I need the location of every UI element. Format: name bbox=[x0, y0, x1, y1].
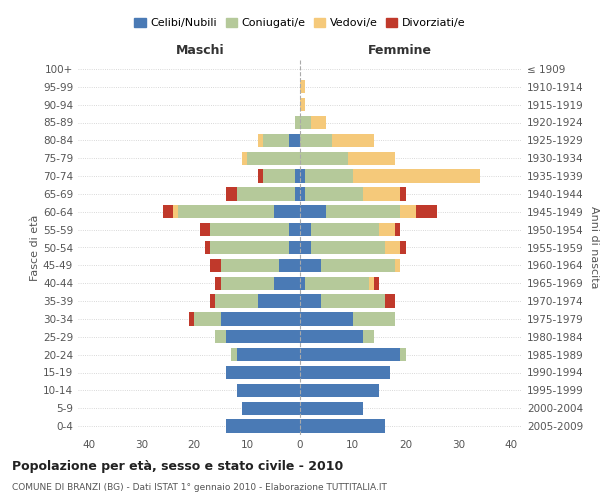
Bar bbox=[300, 223, 311, 236]
Bar bbox=[289, 223, 300, 236]
Bar bbox=[242, 152, 247, 165]
Bar bbox=[200, 223, 210, 236]
Bar bbox=[300, 366, 390, 379]
Bar bbox=[163, 205, 173, 218]
Bar bbox=[221, 276, 274, 290]
Bar bbox=[395, 223, 400, 236]
Bar bbox=[289, 241, 300, 254]
Bar bbox=[400, 348, 406, 362]
Bar bbox=[385, 294, 395, 308]
Bar bbox=[221, 312, 300, 326]
Bar bbox=[300, 152, 347, 165]
Bar bbox=[364, 187, 400, 200]
Bar bbox=[369, 276, 374, 290]
Legend: Celibi/Nubili, Coniugati/e, Vedovi/e, Divorziati/e: Celibi/Nubili, Coniugati/e, Vedovi/e, Di… bbox=[130, 13, 470, 32]
Bar bbox=[321, 294, 385, 308]
Bar bbox=[400, 205, 416, 218]
Bar bbox=[321, 258, 395, 272]
Text: Maschi: Maschi bbox=[176, 44, 224, 58]
Bar bbox=[311, 241, 385, 254]
Text: COMUNE DI BRANZI (BG) - Dati ISTAT 1° gennaio 2010 - Elaborazione TUTTITALIA.IT: COMUNE DI BRANZI (BG) - Dati ISTAT 1° ge… bbox=[12, 482, 387, 492]
Bar bbox=[289, 134, 300, 147]
Text: Popolazione per età, sesso e stato civile - 2010: Popolazione per età, sesso e stato civil… bbox=[12, 460, 343, 473]
Bar bbox=[300, 402, 364, 415]
Bar bbox=[300, 330, 364, 344]
Bar bbox=[300, 116, 311, 129]
Bar bbox=[210, 258, 221, 272]
Bar bbox=[379, 223, 395, 236]
Bar bbox=[416, 205, 437, 218]
Bar bbox=[258, 170, 263, 183]
Bar bbox=[300, 205, 326, 218]
Bar bbox=[300, 134, 332, 147]
Bar bbox=[226, 366, 300, 379]
Bar bbox=[385, 241, 400, 254]
Bar bbox=[300, 384, 379, 397]
Bar bbox=[210, 241, 289, 254]
Bar bbox=[210, 294, 215, 308]
Bar bbox=[226, 330, 300, 344]
Bar bbox=[236, 187, 295, 200]
Bar bbox=[189, 312, 194, 326]
Bar bbox=[205, 241, 210, 254]
Bar bbox=[300, 420, 385, 433]
Bar bbox=[311, 223, 379, 236]
Bar bbox=[353, 170, 480, 183]
Bar bbox=[263, 134, 289, 147]
Bar bbox=[300, 241, 311, 254]
Bar bbox=[300, 98, 305, 112]
Bar bbox=[295, 170, 300, 183]
Bar bbox=[300, 258, 321, 272]
Bar bbox=[247, 152, 300, 165]
Bar bbox=[210, 223, 289, 236]
Bar bbox=[263, 170, 295, 183]
Bar bbox=[395, 258, 400, 272]
Bar bbox=[353, 312, 395, 326]
Bar bbox=[258, 134, 263, 147]
Bar bbox=[295, 116, 300, 129]
Bar bbox=[221, 258, 279, 272]
Bar bbox=[178, 205, 274, 218]
Bar bbox=[305, 170, 353, 183]
Bar bbox=[300, 294, 321, 308]
Bar bbox=[400, 187, 406, 200]
Bar bbox=[300, 80, 305, 94]
Bar bbox=[300, 187, 305, 200]
Bar bbox=[347, 152, 395, 165]
Bar bbox=[194, 312, 221, 326]
Bar bbox=[242, 402, 300, 415]
Bar bbox=[305, 187, 364, 200]
Bar bbox=[295, 187, 300, 200]
Bar bbox=[231, 348, 236, 362]
Bar bbox=[311, 116, 326, 129]
Bar bbox=[236, 348, 300, 362]
Bar bbox=[300, 348, 400, 362]
Bar bbox=[326, 205, 400, 218]
Bar bbox=[226, 420, 300, 433]
Bar bbox=[332, 134, 374, 147]
Bar bbox=[274, 276, 300, 290]
Bar bbox=[279, 258, 300, 272]
Y-axis label: Anni di nascita: Anni di nascita bbox=[589, 206, 599, 289]
Bar bbox=[215, 330, 226, 344]
Bar bbox=[364, 330, 374, 344]
Text: Femmine: Femmine bbox=[368, 44, 432, 58]
Bar bbox=[215, 276, 221, 290]
Bar bbox=[173, 205, 178, 218]
Y-axis label: Fasce di età: Fasce di età bbox=[30, 214, 40, 280]
Bar bbox=[236, 384, 300, 397]
Bar bbox=[374, 276, 379, 290]
Bar bbox=[305, 276, 369, 290]
Bar bbox=[300, 312, 353, 326]
Bar bbox=[258, 294, 300, 308]
Bar bbox=[300, 170, 305, 183]
Bar bbox=[400, 241, 406, 254]
Bar bbox=[300, 276, 305, 290]
Bar bbox=[226, 187, 236, 200]
Bar bbox=[274, 205, 300, 218]
Bar bbox=[215, 294, 258, 308]
